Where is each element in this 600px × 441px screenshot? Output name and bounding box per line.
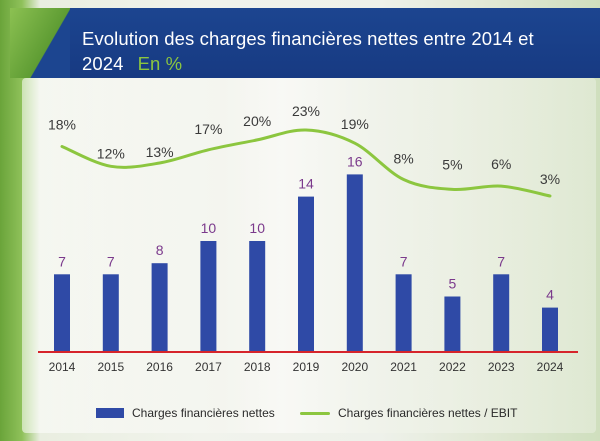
bar-value-label-2021: 7 [400,253,408,269]
ratio-label-2017: 17% [194,121,222,137]
x-tick-label-2021: 2021 [390,360,417,374]
x-tick-label-2023: 2023 [488,360,515,374]
bar-value-label-2022: 5 [449,276,457,292]
ratio-label-2019: 23% [292,103,320,119]
ratio-label-2021: 8% [393,151,413,167]
bar-2019 [298,196,314,352]
bar-value-label-2016: 8 [156,242,164,258]
x-tick-label-2018: 2018 [244,360,271,374]
x-tick-label-2017: 2017 [195,360,222,374]
ratio-label-2022: 5% [442,156,462,172]
bar-value-label-2024: 4 [546,287,554,303]
bar-2020 [346,174,363,352]
chart-title-text: Evolution des charges financières nettes… [82,28,534,74]
bar-value-label-2015: 7 [107,253,115,269]
ratio-label-2023: 6% [491,156,511,172]
legend-swatch-line [300,411,330,415]
x-tick-label-2022: 2022 [439,360,466,374]
bar-2016 [151,263,168,352]
chart-legend: Charges financières nettes Charges finan… [0,400,600,426]
ratio-label-2015: 12% [97,145,125,161]
bar-value-label-2018: 10 [249,220,265,236]
bar-value-label-2019: 14 [298,176,314,192]
legend-label-bars: Charges financières nettes [132,406,275,420]
header-accent-shape [10,8,70,78]
ratio-label-2020: 19% [341,116,369,132]
ratio-label-2014: 18% [48,117,76,133]
bar-2021 [395,274,412,352]
ratio-label-2024: 3% [540,171,560,187]
ratio-label-2018: 20% [243,113,271,129]
bar-value-label-2017: 10 [201,220,217,236]
x-tick-label-2015: 2015 [97,360,124,374]
bar-2018 [249,241,266,352]
ratio-label-2016: 13% [146,144,174,160]
chart-title: Evolution des charges financières nettes… [82,26,592,76]
x-tick-label-2016: 2016 [146,360,173,374]
bar-2024 [542,307,558,352]
chart-unit: En % [137,53,183,74]
x-tick-label-2020: 2020 [341,360,368,374]
legend-swatch-bars [96,408,124,418]
bar-2022 [444,296,461,352]
bar-value-label-2014: 7 [58,253,66,269]
bar-2023 [493,274,510,352]
bar-value-label-2020: 16 [347,153,363,169]
x-tick-label-2019: 2019 [293,360,320,374]
legend-item-bars: Charges financières nettes [96,406,275,420]
bar-value-label-2023: 7 [497,253,505,269]
bar-2014 [54,274,70,352]
legend-label-line: Charges financières nettes / EBIT [338,406,518,420]
chart-header: Evolution des charges financières nettes… [10,8,600,78]
bar-2017 [200,241,217,352]
legend-item-line: Charges financières nettes / EBIT [300,406,517,420]
x-tick-label-2014: 2014 [49,360,76,374]
ratio-line [60,128,552,198]
x-tick-label-2024: 2024 [537,360,564,374]
bar-2015 [102,274,119,352]
